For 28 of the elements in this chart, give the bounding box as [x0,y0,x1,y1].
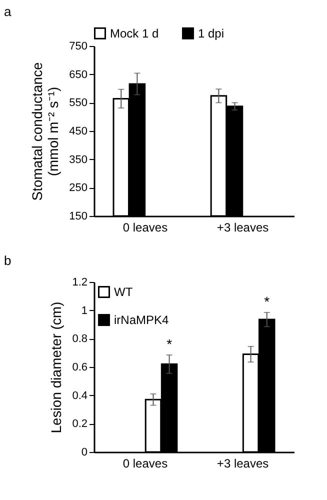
y-tick-label: 650 [69,68,88,81]
y-tick-label: 0.2 [72,418,88,430]
text: a [4,4,12,19]
y-tick-label: 1 [81,304,88,317]
legend-label: Mock 1 d [110,26,159,40]
text: b [4,253,12,268]
y-tick-label: 1.2 [72,276,88,288]
y-tick-label: 0.8 [72,333,88,346]
y-axis-title: Stomatal conductance (mmol m⁻² s⁻¹) [29,62,62,201]
legend-label: irNaMPK4 [114,313,170,327]
y-tick-label: 150 [69,210,88,222]
y-tick-label: 750 [69,40,88,52]
y-tick-label: 250 [69,182,88,194]
y-tick-label: 450 [69,126,88,138]
legend-label: 1 dpi [198,26,224,40]
annotation: * [264,293,270,310]
y-tick-label: 0.4 [72,390,88,402]
y-tick-label: 350 [69,154,88,166]
annotation: * [166,336,173,352]
legend-label: WT [114,285,134,299]
y-tick-label: 550 [69,97,88,110]
y-axis-title: Lesion diameter (cm) [48,302,64,434]
x-tick-label: +3 leaves [216,456,269,470]
y-tick-label: 0 [81,446,88,458]
x-tick-label: 0 leaves [122,456,168,470]
x-tick-label: 0 leaves [122,220,168,234]
y-tick-label: 0.6 [72,362,88,374]
x-tick-label: +3 leaves [216,220,269,234]
